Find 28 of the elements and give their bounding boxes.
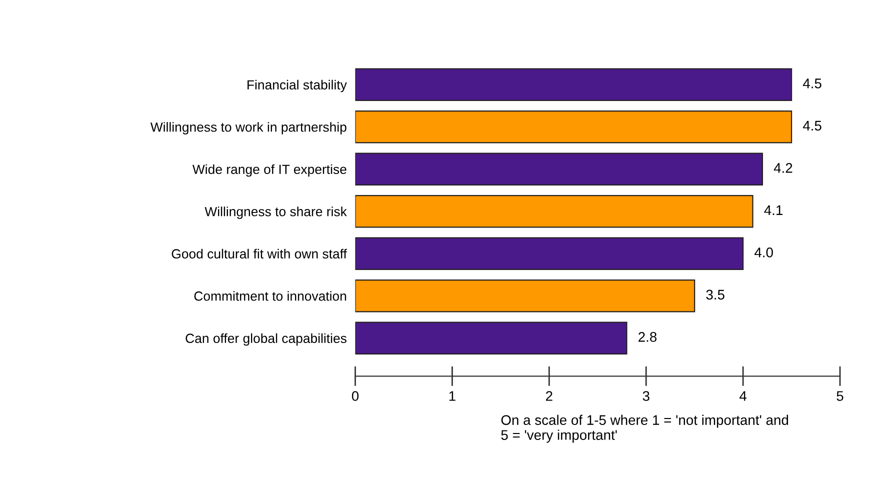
y-tick-label: Good cultural fit with own staff — [172, 248, 347, 259]
y-tick-label: Wide range of IT expertise — [192, 164, 346, 177]
bar — [355, 322, 628, 355]
data-label: 4.2 — [774, 163, 792, 173]
bar — [355, 110, 792, 144]
bar — [355, 152, 763, 186]
y-tick-label: Willingness to work in partnership — [150, 122, 346, 134]
data-label: 3.5 — [706, 290, 724, 300]
bar — [355, 237, 744, 270]
y-tick-label: Can offer global capabilities — [186, 333, 346, 346]
data-label: 4.1 — [764, 205, 782, 215]
bar — [355, 68, 792, 102]
y-tick-label: Commitment to innovation — [194, 291, 346, 301]
bar — [355, 194, 754, 228]
bar — [355, 279, 696, 312]
data-label: 4.0 — [754, 248, 773, 258]
x-tick-label: 4 — [740, 391, 747, 401]
y-tick-label: Willingness to share risk — [204, 206, 347, 219]
y-tick-label: Financial stability — [248, 80, 347, 92]
x-axis-title: On a scale of 1-5 where 1 = 'not important' and 5 = 'very important' — [501, 414, 788, 443]
x-tick-label: 1 — [449, 391, 456, 401]
data-label: 2.8 — [638, 332, 657, 342]
x-tick-label: 3 — [642, 391, 650, 401]
x-tick-label: 0 — [352, 391, 359, 401]
x-tick-label: 5 — [836, 391, 844, 401]
data-label: 4.5 — [802, 120, 822, 131]
x-tick-label: 2 — [546, 391, 552, 401]
data-label: 4.5 — [802, 78, 822, 88]
